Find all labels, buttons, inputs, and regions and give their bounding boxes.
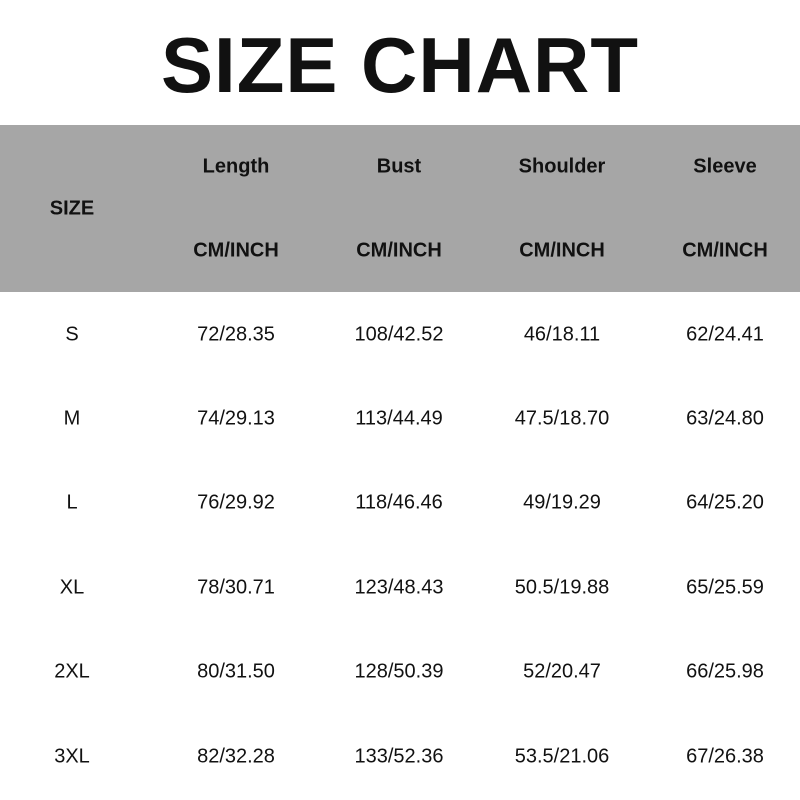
row-value: 64/25.20 [686,491,764,514]
row-value: 49/19.29 [523,491,601,514]
row-value: 133/52.36 [354,745,444,768]
row-value: 74/29.13 [197,407,275,430]
row-size: 2XL [54,660,90,683]
row-value: 47.5/18.70 [514,407,610,430]
row-size: M [63,407,81,430]
row-value: 78/30.71 [197,576,275,599]
header-column-unit: CM/INCH [356,239,442,262]
header-size: SIZE [49,197,95,220]
row-size: S [65,323,79,346]
header-column-unit: CM/INCH [682,239,768,262]
header-column-name: Shoulder [518,155,606,178]
row-value: 63/24.80 [686,407,764,430]
row-size: L [66,491,78,514]
row-size: XL [59,576,85,599]
row-value: 50.5/19.88 [514,576,610,599]
row-value: 128/50.39 [354,660,444,683]
row-value: 82/32.28 [197,745,275,768]
row-value: 108/42.52 [354,323,444,346]
row-value: 53.5/21.06 [514,745,610,768]
page-title: SIZE CHART [161,21,639,109]
row-value: 52/20.47 [523,660,601,683]
row-value: 113/44.49 [355,407,443,430]
row-value: 46/18.11 [523,323,601,346]
row-value: 76/29.92 [197,491,275,514]
row-value: 123/48.43 [354,576,444,599]
header-column-unit: CM/INCH [519,239,605,262]
header-column-unit: CM/INCH [193,239,279,262]
row-value: 62/24.41 [686,323,764,346]
row-value: 72/28.35 [197,323,275,346]
row-size: 3XL [54,745,90,768]
header-column-name: Bust [376,155,422,178]
row-value: 66/25.98 [686,660,764,683]
table-header [0,125,800,292]
row-value: 67/26.38 [686,745,764,768]
row-value: 80/31.50 [197,660,275,683]
header-column-name: Length [202,155,270,178]
header-column-name: Sleeve [693,155,757,178]
row-value: 118/46.46 [355,491,443,514]
row-value: 65/25.59 [686,576,764,599]
